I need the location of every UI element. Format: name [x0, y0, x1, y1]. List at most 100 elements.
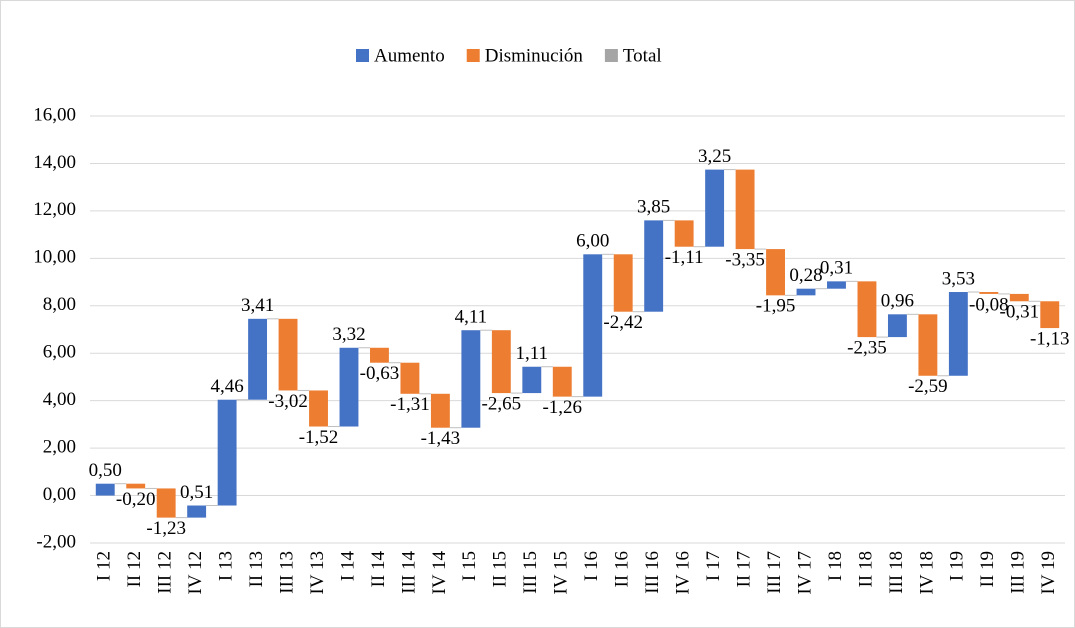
data-label: -2,65	[482, 393, 522, 414]
data-label: -0,63	[360, 363, 400, 384]
legend-swatch	[356, 49, 369, 62]
data-label: 3,32	[332, 324, 365, 345]
bar	[95, 483, 115, 496]
y-tick-label: 14,00	[33, 152, 76, 173]
bar	[674, 220, 694, 247]
bar	[248, 318, 268, 400]
x-tick-label: II 19	[977, 551, 998, 587]
data-label: -1,13	[1030, 328, 1070, 349]
x-tick-label: I 12	[94, 551, 115, 581]
data-label: -1,11	[665, 247, 704, 268]
bar	[217, 399, 237, 506]
x-tick-label: IV 16	[673, 551, 694, 594]
y-tick-label: 2,00	[43, 436, 76, 457]
bar	[1009, 293, 1029, 302]
x-tick-label: IV 13	[307, 551, 328, 594]
bar	[827, 281, 846, 289]
bar	[339, 347, 359, 427]
bar	[309, 390, 328, 427]
data-label: 4,11	[455, 307, 488, 328]
x-tick-label: III 16	[642, 551, 663, 594]
bar	[796, 288, 816, 296]
x-tick-label: I 18	[825, 551, 846, 581]
data-label: 0,96	[881, 291, 914, 312]
y-tick-label: 12,00	[33, 199, 76, 220]
x-tick-label: I 17	[703, 551, 724, 581]
data-label: -2,35	[847, 337, 887, 358]
data-label: 6,00	[576, 231, 609, 252]
data-label: -1,26	[542, 397, 582, 418]
bar	[735, 169, 755, 250]
bar	[583, 254, 603, 397]
bar	[126, 483, 146, 489]
bar	[613, 254, 633, 312]
bar	[1040, 301, 1060, 329]
data-label: 0,50	[89, 460, 122, 481]
bar	[887, 314, 907, 338]
data-label: -1,23	[146, 518, 186, 539]
y-tick-label: 6,00	[43, 342, 76, 363]
bar	[979, 292, 999, 294]
y-tick-label: 16,00	[33, 104, 76, 125]
data-label: 0,31	[820, 258, 853, 279]
x-tick-label: I 13	[215, 551, 236, 581]
x-tick-label: III 17	[764, 551, 785, 594]
bar	[918, 314, 938, 376]
x-tick-label: IV 18	[916, 551, 937, 594]
x-tick-label: II 12	[124, 551, 145, 587]
legend-swatch	[466, 49, 480, 62]
data-label: -2,59	[908, 376, 948, 397]
data-label: 4,46	[210, 376, 243, 397]
x-tick-label: IV 12	[185, 551, 206, 594]
data-label: -3,02	[268, 391, 308, 412]
x-tick-label: III 18	[886, 551, 907, 594]
bar	[491, 330, 511, 394]
legend-swatch	[604, 49, 618, 62]
x-tick-label: II 15	[490, 551, 511, 587]
legend-label: Disminución	[485, 45, 584, 66]
y-tick-label: 10,00	[33, 247, 76, 268]
x-tick-label: I 14	[337, 551, 358, 582]
data-label: -0,08	[969, 294, 1009, 315]
data-label: 3,53	[942, 268, 975, 289]
bar	[278, 318, 298, 391]
x-tick-label: IV 19	[1038, 551, 1059, 594]
bar	[552, 366, 572, 397]
x-tick-label: II 13	[246, 551, 267, 587]
x-tick-label: III 19	[1008, 551, 1029, 594]
x-tick-label: I 19	[947, 551, 968, 581]
bar	[522, 366, 542, 394]
bar	[156, 488, 176, 518]
bar	[430, 393, 450, 428]
bar	[370, 347, 389, 363]
y-tick-label: 4,00	[43, 389, 76, 410]
x-tick-label: III 14	[398, 551, 419, 594]
x-tick-label: III 13	[276, 551, 297, 594]
data-label: 0,51	[180, 482, 213, 503]
bar	[705, 169, 725, 247]
legend-label: Aumento	[374, 45, 445, 66]
bar	[644, 220, 664, 312]
data-label: 3,25	[698, 146, 731, 167]
x-tick-label: II 14	[368, 551, 389, 588]
data-label: 0,28	[789, 265, 822, 286]
x-tick-label: II 16	[612, 551, 633, 587]
bar	[400, 362, 420, 394]
y-tick-label: 8,00	[43, 294, 76, 315]
x-tick-label: I 15	[459, 551, 480, 581]
x-tick-label: IV 17	[794, 551, 815, 594]
data-label: -1,52	[299, 427, 339, 448]
data-label: -0,20	[116, 489, 156, 510]
x-tick-label: I 16	[581, 551, 602, 581]
x-tick-label: II 17	[733, 551, 754, 587]
data-label: -1,31	[390, 394, 430, 415]
data-label: -3,35	[725, 249, 765, 270]
bar	[766, 249, 785, 296]
x-tick-label: III 15	[520, 551, 541, 594]
data-label: 3,85	[637, 197, 670, 218]
data-label: -1,95	[756, 296, 796, 317]
data-label: 3,41	[241, 295, 274, 316]
